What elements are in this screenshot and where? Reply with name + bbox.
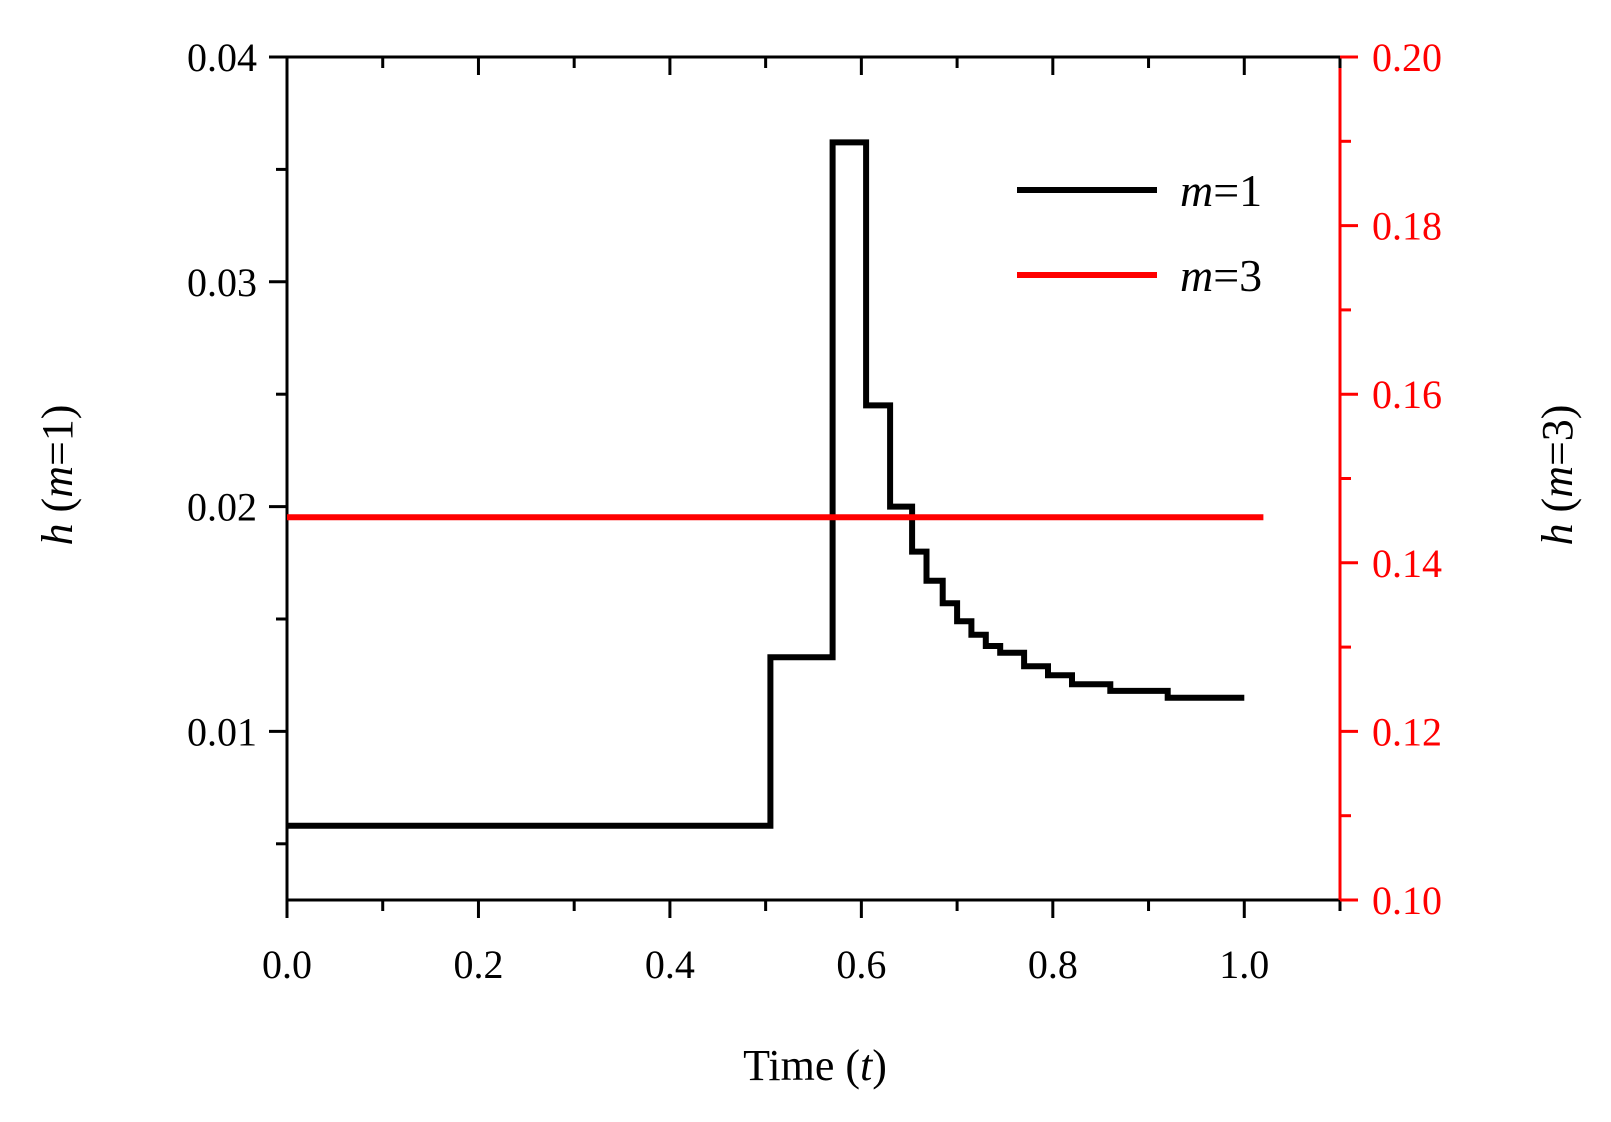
y-left-tick-label: 0.03 bbox=[187, 260, 257, 305]
x-tick-label: 0.8 bbox=[1028, 942, 1078, 987]
y-left-tick-label: 0.02 bbox=[187, 485, 257, 530]
y-right-tick-label: 0.20 bbox=[1372, 35, 1442, 80]
y-left-tick-label: 0.04 bbox=[187, 35, 257, 80]
y-left-tick-label: 0.01 bbox=[187, 709, 257, 754]
legend-label: m=3 bbox=[1180, 250, 1262, 301]
x-tick-label: 0.6 bbox=[836, 942, 886, 987]
y-left-axis-title: h (m=1) bbox=[33, 405, 82, 546]
x-tick-label: 0.4 bbox=[645, 942, 695, 987]
x-tick-label: 0.2 bbox=[453, 942, 503, 987]
x-tick-label: 1.0 bbox=[1219, 942, 1269, 987]
legend: m=1 m=3 bbox=[1017, 165, 1262, 301]
series-line-1 bbox=[287, 139, 1245, 829]
axis-titles: Time (t) h (m=1) h (m=3) bbox=[33, 405, 1582, 1090]
x-axis-title: Time (t) bbox=[743, 1041, 887, 1090]
y-right-tick-label: 0.10 bbox=[1372, 878, 1442, 923]
y-right-tick-label: 0.14 bbox=[1372, 541, 1442, 586]
y-right-tick-label: 0.18 bbox=[1372, 204, 1442, 249]
y-right-tick-label: 0.12 bbox=[1372, 709, 1442, 754]
x-tick-label: 0.0 bbox=[262, 942, 312, 987]
y-right-axis-title: h (m=3) bbox=[1533, 405, 1582, 546]
axes: 0.0 0.2 0.4 0.6 0.8 1.0 0.01 0.02 0.03 0.04 0.10 0.… bbox=[187, 35, 1442, 987]
series bbox=[287, 139, 1264, 829]
y-right-tick-label: 0.16 bbox=[1372, 372, 1442, 417]
legend-label: m=1 bbox=[1180, 165, 1262, 216]
